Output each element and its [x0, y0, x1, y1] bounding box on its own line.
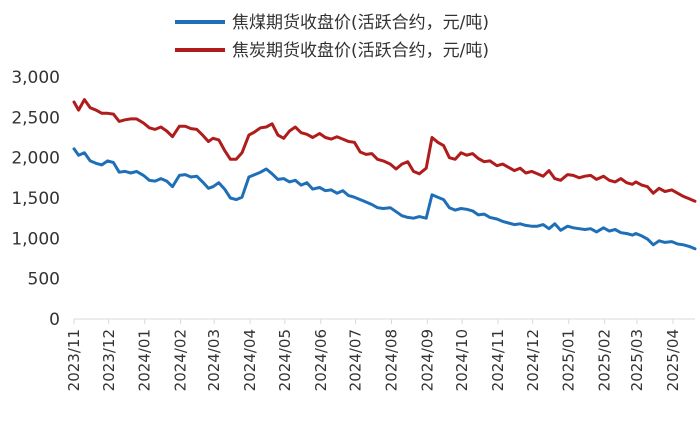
- y-tick-label: 1,000: [11, 229, 60, 249]
- x-tick-label: 2023/12: [100, 329, 118, 391]
- x-tick-label: 2025/03: [628, 329, 646, 391]
- x-tick-label: 2024/10: [453, 329, 471, 391]
- x-tick-label: 2024/01: [136, 329, 154, 391]
- x-tick-label: 2024/02: [172, 329, 190, 391]
- legend-item-coke: 焦炭期货收盘价(活跃合约，元/吨): [175, 41, 489, 61]
- x-tick-label: 2024/12: [524, 329, 542, 391]
- legend: 焦煤期货收盘价(活跃合约，元/吨) 焦炭期货收盘价(活跃合约，元/吨): [175, 13, 489, 61]
- x-tick-label: 2024/11: [489, 329, 507, 391]
- y-tick-label: 3,000: [11, 68, 60, 88]
- x-tick-label: 2024/05: [276, 329, 294, 391]
- y-tick-label: 0: [49, 310, 60, 330]
- y-tick-label: 2,500: [11, 108, 60, 128]
- series-line-0: [72, 147, 697, 251]
- x-tick-label: 2024/03: [205, 329, 223, 391]
- y-axis: 0 500 1,000 1,500 2,000 2,500 3,000: [11, 68, 60, 330]
- y-tick-label: 1,500: [11, 189, 60, 209]
- x-tick-label: 2024/08: [382, 329, 400, 391]
- plot-area: [72, 98, 697, 251]
- x-tick-label: 2024/06: [312, 329, 330, 391]
- x-tick-label: 2024/07: [347, 329, 365, 391]
- x-tick-label: 2025/01: [560, 329, 578, 391]
- x-tick-label: 2024/09: [418, 329, 436, 391]
- legend-item-coking-coal: 焦煤期货收盘价(活跃合约，元/吨): [175, 13, 489, 33]
- series-line-1: [72, 98, 697, 203]
- x-tick-label: 2025/02: [596, 329, 614, 391]
- legend-label-coke: 焦炭期货收盘价(活跃合约，元/吨): [232, 41, 489, 61]
- legend-label-coking-coal: 焦煤期货收盘价(活跃合约，元/吨): [232, 13, 489, 33]
- y-tick-label: 500: [28, 270, 60, 290]
- y-tick-label: 2,000: [11, 149, 60, 169]
- x-tick-label: 2023/11: [65, 329, 83, 391]
- x-axis: 2023/11 2023/12 2024/01 2024/02 2024/03 2024/…: [65, 318, 695, 391]
- x-tick-label: 2025/04: [664, 329, 682, 391]
- x-tick-label: 2024/04: [241, 329, 259, 391]
